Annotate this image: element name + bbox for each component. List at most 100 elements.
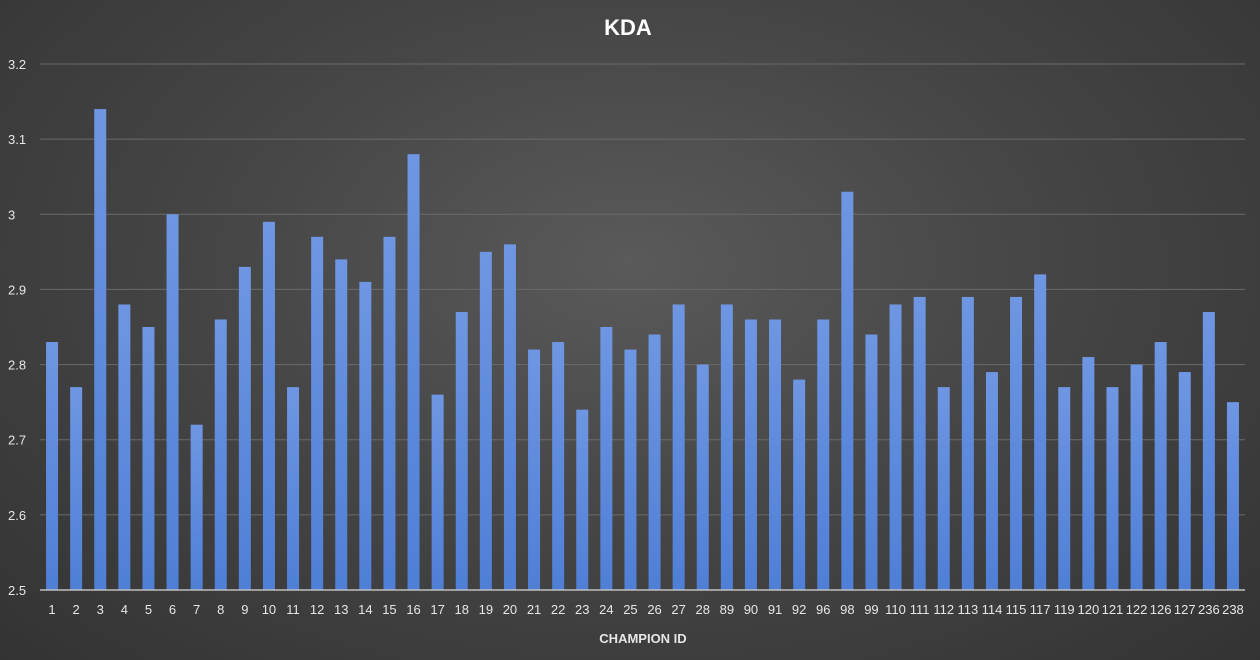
bar-23 xyxy=(576,409,589,590)
bars xyxy=(46,109,1239,591)
x-tick-label: 7 xyxy=(193,602,200,617)
x-tick-label: 6 xyxy=(169,602,176,617)
bar-127 xyxy=(1178,372,1191,590)
x-tick-label: 18 xyxy=(455,602,469,617)
x-tick-label: 15 xyxy=(382,602,396,617)
x-tick-label: 10 xyxy=(262,602,276,617)
x-tick-label: 96 xyxy=(816,602,830,617)
x-tick-label: 127 xyxy=(1174,602,1196,617)
bar-8 xyxy=(214,319,227,590)
y-tick-label: 2.7 xyxy=(8,433,26,448)
x-tick-label: 16 xyxy=(406,602,420,617)
x-tick-label: 89 xyxy=(720,602,734,617)
bar-114 xyxy=(985,372,998,590)
bar-25 xyxy=(624,349,637,590)
bar-98 xyxy=(841,191,854,590)
x-axis-label: CHAMPION ID xyxy=(599,631,686,646)
x-tick-label: 112 xyxy=(933,602,954,617)
x-tick-label: 121 xyxy=(1102,602,1124,617)
y-tick-label: 2.9 xyxy=(8,282,26,297)
bar-111 xyxy=(913,296,926,590)
y-tick-label: 2.5 xyxy=(8,583,26,598)
bar-7 xyxy=(190,424,203,590)
x-tick-label: 117 xyxy=(1030,602,1051,617)
x-tick-label: 28 xyxy=(696,602,710,617)
bar-3 xyxy=(94,109,107,590)
x-tick-label: 236 xyxy=(1198,602,1220,617)
x-tick-label: 99 xyxy=(864,602,878,617)
x-tick-label: 110 xyxy=(885,602,906,617)
x-tick-label: 119 xyxy=(1054,602,1075,617)
bar-115 xyxy=(1010,296,1023,590)
bar-122 xyxy=(1130,364,1143,590)
x-tick-label: 114 xyxy=(982,602,1003,617)
bar-1 xyxy=(46,342,59,590)
bar-9 xyxy=(238,266,251,590)
bar-110 xyxy=(889,304,902,590)
x-tick-label: 92 xyxy=(792,602,806,617)
bar-21 xyxy=(528,349,541,590)
bar-89 xyxy=(720,304,733,590)
bar-14 xyxy=(359,281,372,590)
bar-126 xyxy=(1154,342,1167,590)
x-tick-label: 113 xyxy=(957,602,978,617)
bar-236 xyxy=(1202,311,1215,590)
bar-121 xyxy=(1106,387,1119,590)
bar-20 xyxy=(503,244,516,591)
y-tick-label: 2.6 xyxy=(8,508,26,523)
bar-27 xyxy=(672,304,685,590)
x-tick-label: 3 xyxy=(97,602,104,617)
x-tick-label: 122 xyxy=(1126,602,1148,617)
bar-22 xyxy=(552,342,565,590)
x-tick-label: 2 xyxy=(73,602,80,617)
x-tick-label: 238 xyxy=(1222,602,1244,617)
x-tick-label: 14 xyxy=(358,602,372,617)
x-tick-label: 21 xyxy=(527,602,541,617)
x-tick-label: 11 xyxy=(286,602,300,617)
x-tick-label: 13 xyxy=(334,602,348,617)
x-tick-label: 8 xyxy=(217,602,224,617)
x-tick-label: 23 xyxy=(575,602,589,617)
y-tick-label: 2.8 xyxy=(8,358,26,373)
bar-238 xyxy=(1226,402,1239,590)
bar-10 xyxy=(262,221,275,591)
bar-11 xyxy=(287,387,300,590)
bar-99 xyxy=(865,334,878,590)
y-tick-label: 3 xyxy=(8,207,15,222)
x-tick-label: 115 xyxy=(1006,602,1027,617)
x-tick-label: 91 xyxy=(768,602,782,617)
bar-6 xyxy=(166,214,179,591)
x-tick-label: 111 xyxy=(910,602,930,617)
bar-4 xyxy=(118,304,131,590)
y-tick-label: 3.1 xyxy=(8,132,26,147)
bar-120 xyxy=(1082,357,1095,590)
x-tick-label: 9 xyxy=(241,602,248,617)
x-tick-label: 17 xyxy=(430,602,444,617)
bar-2 xyxy=(70,387,83,590)
x-tick-label: 4 xyxy=(121,602,128,617)
x-tick-label: 12 xyxy=(310,602,324,617)
x-tick-label: 20 xyxy=(503,602,517,617)
chart-title: KDA xyxy=(604,15,652,40)
x-tick-label: 120 xyxy=(1077,602,1099,617)
bar-28 xyxy=(696,364,709,590)
bar-16 xyxy=(407,154,420,590)
bar-19 xyxy=(479,251,492,590)
bar-13 xyxy=(335,259,348,590)
x-tick-label: 24 xyxy=(599,602,613,617)
y-axis-ticks: 2.5 2.6 2.7 2.8 2.9 3 3.1 3.2 xyxy=(8,57,26,598)
x-tick-label: 90 xyxy=(744,602,758,617)
bar-91 xyxy=(769,319,782,590)
bar-119 xyxy=(1058,387,1071,590)
bar-112 xyxy=(937,387,950,590)
bar-18 xyxy=(455,311,468,590)
bar-90 xyxy=(744,319,757,590)
x-tick-label: 27 xyxy=(671,602,685,617)
x-tick-label: 19 xyxy=(479,602,493,617)
bar-92 xyxy=(793,379,806,590)
bar-12 xyxy=(311,236,324,591)
x-tick-label: 98 xyxy=(840,602,854,617)
x-tick-label: 22 xyxy=(551,602,565,617)
